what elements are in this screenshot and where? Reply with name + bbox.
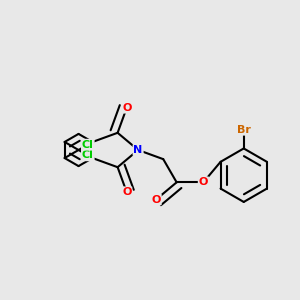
Text: O: O — [152, 194, 161, 205]
Text: O: O — [122, 187, 131, 197]
Text: N: N — [134, 145, 143, 155]
Text: O: O — [122, 103, 131, 113]
Text: Cl: Cl — [82, 140, 94, 150]
Text: Br: Br — [237, 125, 251, 135]
Text: Cl: Cl — [82, 150, 94, 160]
Text: O: O — [199, 177, 208, 187]
